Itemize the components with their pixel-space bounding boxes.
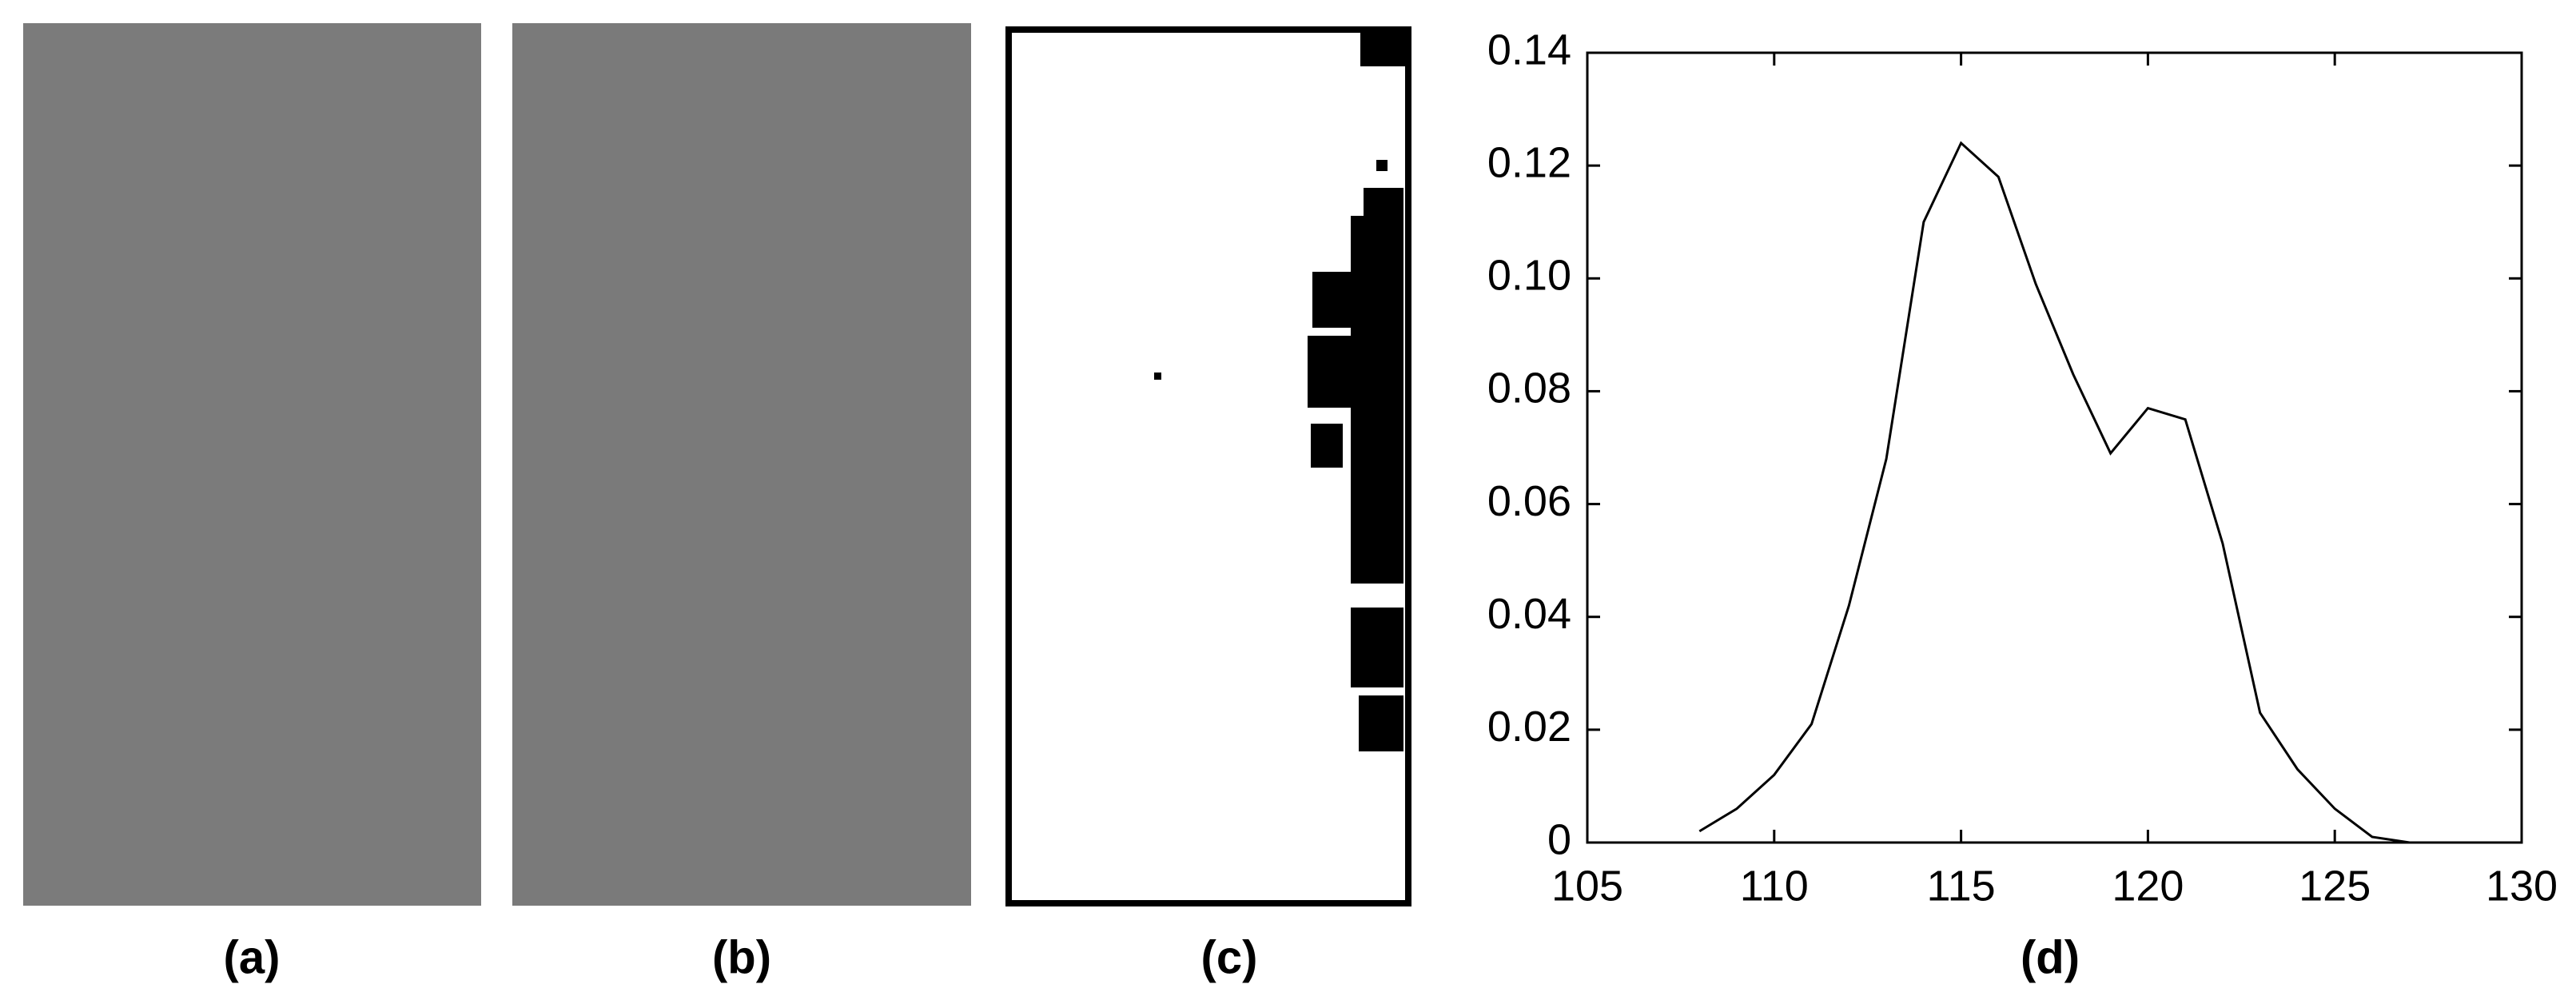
blob <box>1351 216 1403 584</box>
blob <box>1376 160 1388 171</box>
x-tick-label: 120 <box>2112 862 2184 910</box>
y-tick-label: 0.06 <box>1487 477 1571 525</box>
panel-label: (c) <box>1201 931 1258 983</box>
image-a <box>23 23 481 906</box>
panel-label: (d) <box>2021 931 2080 983</box>
panel-label: (a) <box>224 931 281 983</box>
y-tick-label: 0.14 <box>1487 26 1571 74</box>
x-tick-label: 105 <box>1551 862 1623 910</box>
plot-frame <box>1586 51 2523 844</box>
blob <box>1360 30 1405 66</box>
blob <box>1364 188 1403 220</box>
panel-label: (b) <box>712 931 771 983</box>
x-tick-label: 115 <box>1927 862 1996 910</box>
y-tick-label: 0.04 <box>1487 590 1571 638</box>
image-c <box>1005 26 1411 906</box>
y-tick-label: 0.12 <box>1487 138 1571 186</box>
blob <box>1308 336 1354 408</box>
x-tick-label: 125 <box>2299 862 2371 910</box>
blob <box>1359 695 1403 751</box>
blob <box>1311 424 1343 468</box>
image-frame <box>1005 26 1411 906</box>
y-tick-label: 0 <box>1547 815 1571 863</box>
blob <box>1154 373 1161 380</box>
y-tick-label: 0.02 <box>1487 703 1571 751</box>
y-tick-label: 0.08 <box>1487 365 1571 412</box>
y-tick-label: 0.10 <box>1487 252 1571 300</box>
blob <box>1312 272 1354 328</box>
blob <box>1351 608 1403 687</box>
x-tick-label: 130 <box>2486 862 2558 910</box>
x-tick-label: 110 <box>1740 862 1809 910</box>
data-line <box>1698 141 2410 844</box>
image-b <box>512 23 971 906</box>
